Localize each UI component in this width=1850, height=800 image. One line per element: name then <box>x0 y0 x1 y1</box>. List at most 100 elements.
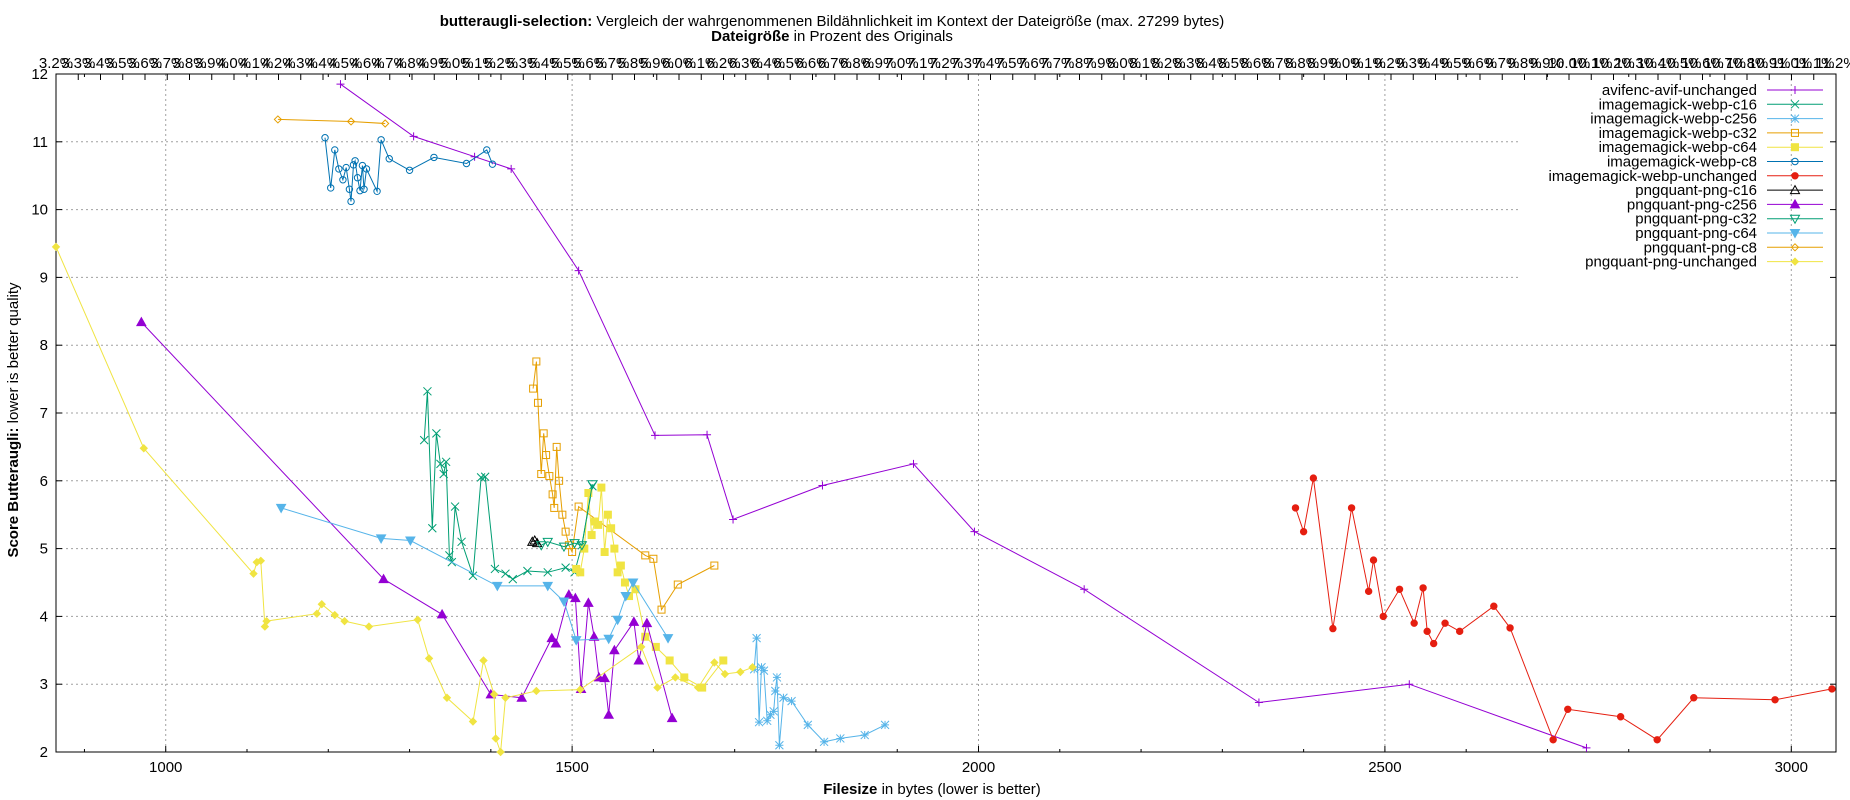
legend-item: pngquant-png-c8 <box>1644 239 1823 256</box>
data-point <box>342 163 350 172</box>
data-point <box>703 430 712 439</box>
data-point <box>1379 612 1387 621</box>
data-point <box>552 442 561 451</box>
data-point <box>641 617 653 628</box>
series-imagemagick-webp-unchanged <box>1291 474 1836 744</box>
top-tick-label: 7.8% <box>1062 55 1096 72</box>
data-point <box>588 631 600 641</box>
top-tick-label: 10.6% <box>1681 55 1724 72</box>
data-point <box>569 539 580 549</box>
data-point <box>413 615 422 624</box>
data-point <box>545 472 554 481</box>
top-tick-label: 5.6% <box>573 55 607 72</box>
top-tick-label: 6.3% <box>729 55 763 72</box>
chart-title-bold: butteraugli-selection: <box>440 13 593 30</box>
series-imagemagick-webp-c64 <box>572 483 728 692</box>
data-point <box>754 717 764 727</box>
series-imagemagick-webp-c16 <box>419 386 597 584</box>
data-point <box>1790 114 1800 123</box>
data-point <box>377 136 385 144</box>
data-point <box>468 717 478 726</box>
data-point <box>405 166 414 174</box>
top-tick-label: 8.4% <box>1196 55 1230 72</box>
series-line <box>753 638 886 746</box>
data-point <box>1790 243 1800 252</box>
data-point <box>752 633 761 643</box>
data-point <box>442 693 452 702</box>
data-point <box>673 580 682 589</box>
data-point <box>546 632 558 643</box>
data-point <box>491 581 503 592</box>
data-point <box>548 490 557 499</box>
data-point <box>1789 198 1801 209</box>
data-point <box>1582 743 1591 752</box>
chart-subtitle-rest: in Prozent des Originals <box>789 28 952 45</box>
data-point <box>360 185 368 193</box>
legend-item: pngquant-png-unchanged <box>1585 254 1823 271</box>
data-point <box>909 459 918 468</box>
data-point <box>651 642 660 651</box>
top-tick-label: 8.5% <box>1218 55 1252 72</box>
top-tick-label: 4.7% <box>373 55 407 72</box>
data-point <box>757 662 766 672</box>
data-point <box>594 520 603 529</box>
data-point <box>576 685 585 694</box>
data-point <box>666 712 678 723</box>
top-tick-label: 5.8% <box>617 55 651 72</box>
data-point <box>249 569 258 578</box>
data-point <box>574 266 583 275</box>
data-point <box>533 398 542 407</box>
series-avifenc-avif-unchanged <box>336 80 1591 752</box>
data-point <box>1441 619 1449 627</box>
chart-title: butteraugli-selection: Vergleich der wah… <box>440 13 1225 30</box>
data-point <box>262 616 271 626</box>
y-tick-label: 2 <box>40 744 48 761</box>
data-point <box>1254 698 1263 707</box>
y-tick-label: 11 <box>32 134 48 151</box>
data-point <box>860 730 870 740</box>
top-tick-label: 10.9% <box>1748 55 1791 72</box>
legend-label: imagemagick-webp-unchanged <box>1549 168 1757 185</box>
data-point <box>550 638 562 648</box>
series-pngquant-png-unchanged <box>51 242 757 757</box>
legend-label: pngquant-png-c8 <box>1644 239 1757 256</box>
data-point <box>770 686 780 696</box>
data-point <box>1364 587 1373 596</box>
top-tick-label: 6.2% <box>706 55 740 72</box>
data-point <box>880 720 890 730</box>
data-point <box>641 632 650 641</box>
top-tick-label: 5.2% <box>484 55 518 72</box>
data-point <box>340 616 349 626</box>
legend-label: avifenc-avif-unchanged <box>1602 82 1757 99</box>
data-point <box>362 165 371 173</box>
data-point <box>1423 627 1431 636</box>
legend-item: pngquant-png-c16 <box>1635 182 1823 199</box>
data-point <box>480 472 490 482</box>
legend: avifenc-avif-unchanged imagemagick-webp-c… <box>1549 82 1823 271</box>
y-tick-label: 12 <box>31 66 48 83</box>
data-point <box>710 658 719 667</box>
data-point <box>603 510 612 519</box>
data-point <box>1299 527 1308 536</box>
top-tick-label: 10.5% <box>1659 55 1702 72</box>
series-imagemagick-webp-c256 <box>749 633 890 750</box>
series-line <box>423 391 593 580</box>
chart-subtitle: Dateigröße in Prozent des Originals <box>711 28 953 45</box>
data-point <box>385 155 393 163</box>
top-tick-label: 9.9% <box>1530 55 1564 72</box>
data-point <box>432 428 441 438</box>
top-tick-label: 4.0% <box>217 55 251 72</box>
series-line <box>532 361 715 611</box>
top-tick-label: 5.1% <box>462 55 496 72</box>
top-tick-label: 7.0% <box>884 55 918 72</box>
data-point <box>803 720 813 730</box>
top-tick-label: 10.1% <box>1570 55 1613 72</box>
series-line <box>540 484 593 548</box>
legend-item: imagemagick-webp-c256 <box>1590 111 1823 128</box>
grid <box>56 74 1836 752</box>
data-point <box>1405 680 1414 689</box>
data-point <box>748 663 757 672</box>
data-point <box>335 165 343 173</box>
y-tick-label: 6 <box>40 473 48 490</box>
